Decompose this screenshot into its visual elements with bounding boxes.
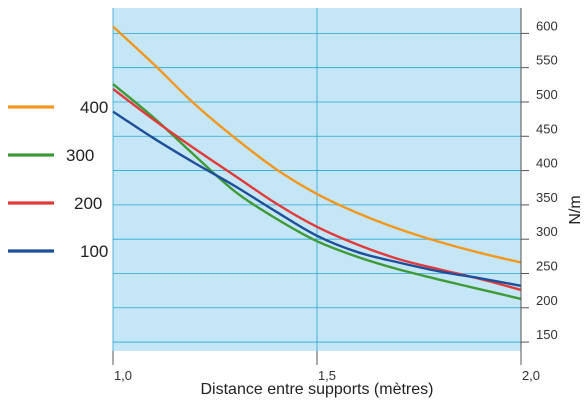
legend-label-200: 200 [74,194,102,213]
legend-label-400: 400 [80,98,108,117]
grid [112,8,522,351]
y-tick-label: 300 [536,224,558,239]
legend-label-100: 100 [80,242,108,261]
series-line-300 [112,83,522,301]
y-tick-label: 500 [536,87,558,102]
y-tick-label: 400 [536,156,558,171]
series-line-100 [112,110,522,287]
series-line-400 [112,25,522,264]
y-tick-label: 200 [536,293,558,308]
x-tick-label: 1,5 [318,368,336,383]
legend-label-300: 300 [66,146,94,165]
axes: 150 200 250 300 350 400 450 500 550 600 1,0 1,5 2,0 [112,8,558,383]
y-tick-label: 450 [536,121,558,136]
y-axis-label: N/m [567,195,584,224]
y-tick-label: 350 [536,190,558,205]
series-line-200 [112,87,522,292]
series-lines [112,25,522,301]
y-tick-label: 550 [536,53,558,68]
y-tick-label: 150 [536,327,558,342]
x-tick-label: 2,0 [522,368,540,383]
y-tick-label: 250 [536,258,558,273]
x-axis-label: Distance entre supports (mètres) [201,381,434,398]
y-tick-label: 600 [536,18,558,33]
x-tick-label: 1,0 [114,368,132,383]
legend: 400 300 200 100 [8,98,108,261]
